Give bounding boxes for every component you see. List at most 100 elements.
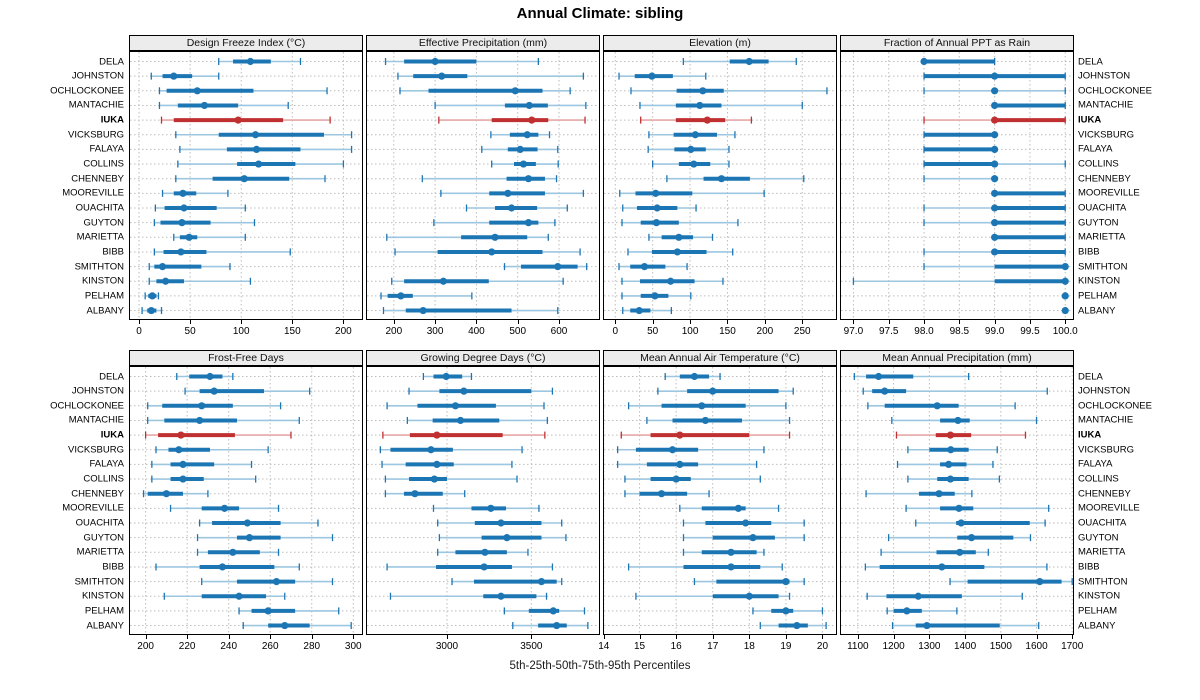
percentile-interval bbox=[196, 548, 280, 556]
median-dot bbox=[635, 306, 643, 315]
axis-tick bbox=[857, 635, 859, 639]
percentile-interval bbox=[907, 475, 1001, 483]
percentile-interval-highlight bbox=[438, 116, 586, 124]
median-dot bbox=[507, 204, 516, 212]
median-dot bbox=[210, 387, 218, 395]
median-dot bbox=[640, 263, 649, 271]
percentile-interval bbox=[759, 621, 827, 630]
median-dot bbox=[946, 431, 955, 439]
site-label-right: MANTACHIE bbox=[1078, 99, 1134, 111]
site-label-right: SMITHTON bbox=[1078, 261, 1128, 273]
percentile-interval bbox=[679, 504, 780, 512]
median-dot bbox=[179, 189, 187, 197]
panel-header-label: Frost-Free Days bbox=[208, 352, 284, 364]
percentile-interval bbox=[621, 292, 692, 300]
site-label-left: MARIETTA bbox=[76, 231, 124, 243]
percentile-interval bbox=[618, 72, 707, 80]
median-dot bbox=[200, 101, 209, 110]
median-dot bbox=[504, 189, 512, 197]
axis-tick bbox=[853, 320, 855, 324]
site-label-left: IUKA bbox=[100, 114, 124, 126]
panel-plot bbox=[366, 366, 600, 635]
site-label-right: IUKA bbox=[1078, 114, 1102, 126]
median-dot bbox=[690, 372, 699, 381]
percentile-interval bbox=[161, 189, 229, 197]
median-dot bbox=[667, 277, 675, 285]
percentile-interval bbox=[923, 72, 1066, 80]
percentile-interval bbox=[169, 504, 280, 512]
median-dot bbox=[251, 131, 260, 139]
axis-tick-label: 1300 bbox=[918, 641, 941, 652]
axis-tick-label: 14 bbox=[598, 641, 610, 652]
axis-tick-label: 18 bbox=[743, 641, 755, 652]
panel-border bbox=[840, 366, 1074, 635]
median-dot bbox=[991, 145, 999, 153]
median-dot bbox=[254, 160, 263, 168]
percentile-interval bbox=[635, 592, 791, 600]
panel-border bbox=[603, 51, 837, 320]
median-dot bbox=[554, 263, 562, 271]
axis-tick-label: 300 bbox=[344, 641, 362, 652]
median-dot bbox=[193, 87, 201, 95]
axis-tick-label: 200 bbox=[335, 326, 352, 337]
axis-tick-label: 0 bbox=[612, 326, 619, 337]
percentile-interval bbox=[886, 607, 958, 615]
axis-tick-label: 3500 bbox=[520, 641, 543, 652]
axis-tick-label: 100.0 bbox=[1052, 326, 1078, 337]
site-label-right: KINSTON bbox=[1078, 590, 1121, 602]
site-label-left: ALBANY bbox=[86, 305, 125, 317]
site-label-left: KINSTON bbox=[81, 275, 124, 287]
percentile-interval bbox=[184, 387, 311, 395]
percentile-interval bbox=[242, 621, 352, 630]
percentile-interval bbox=[173, 233, 246, 241]
axis-tick-label: 1100 bbox=[847, 641, 869, 652]
axis-tick-label: 98.5 bbox=[949, 326, 970, 337]
percentile-interval bbox=[201, 578, 334, 586]
median-dot bbox=[991, 131, 999, 139]
panel-header: Frost-Free Days bbox=[129, 350, 363, 366]
site-label-right: COLLINS bbox=[1078, 473, 1119, 485]
axis-tick bbox=[802, 320, 804, 324]
median-dot bbox=[745, 592, 753, 600]
median-dot bbox=[235, 592, 243, 600]
median-dot bbox=[991, 160, 999, 168]
panel-border bbox=[603, 366, 837, 635]
median-dot bbox=[524, 219, 533, 227]
median-dot bbox=[782, 607, 790, 615]
median-dot bbox=[177, 431, 185, 439]
site-label-right: MANTACHIE bbox=[1078, 414, 1134, 426]
median-dot bbox=[935, 490, 943, 498]
axis-tick bbox=[228, 635, 230, 639]
median-dot bbox=[991, 189, 999, 197]
percentile-interval bbox=[386, 402, 545, 410]
percentile-interval bbox=[923, 175, 999, 183]
median-dot bbox=[687, 145, 695, 153]
axis-tick-label: 15 bbox=[634, 641, 646, 652]
axis-tick-label: 1600 bbox=[1025, 641, 1048, 652]
panel-border bbox=[129, 366, 363, 635]
median-dot bbox=[433, 431, 441, 439]
percentile-interval bbox=[399, 87, 571, 95]
median-dot bbox=[1061, 306, 1069, 315]
median-dot bbox=[991, 87, 999, 95]
axis-tick bbox=[676, 635, 678, 639]
site-label-left: SMITHTON bbox=[74, 576, 124, 588]
median-dot bbox=[991, 175, 999, 183]
median-dot bbox=[881, 387, 889, 395]
median-dot bbox=[991, 233, 999, 241]
axis-tick-label: 17 bbox=[707, 641, 719, 652]
site-label-left: KINSTON bbox=[81, 590, 124, 602]
percentile-interval bbox=[386, 563, 554, 571]
percentile-interval bbox=[141, 306, 163, 315]
percentile-interval bbox=[465, 204, 568, 212]
panel-header-label: Elevation (m) bbox=[689, 37, 751, 49]
percentile-interval bbox=[866, 592, 1023, 600]
percentile-interval bbox=[175, 131, 353, 139]
axis-tick bbox=[353, 635, 355, 639]
axis-tick bbox=[446, 635, 448, 639]
axis-tick-label: 600 bbox=[550, 326, 568, 337]
median-dot bbox=[180, 204, 188, 212]
percentile-interval bbox=[158, 101, 289, 110]
percentile-interval-highlight bbox=[620, 431, 791, 439]
axis-tick-label: 97.5 bbox=[878, 326, 899, 337]
